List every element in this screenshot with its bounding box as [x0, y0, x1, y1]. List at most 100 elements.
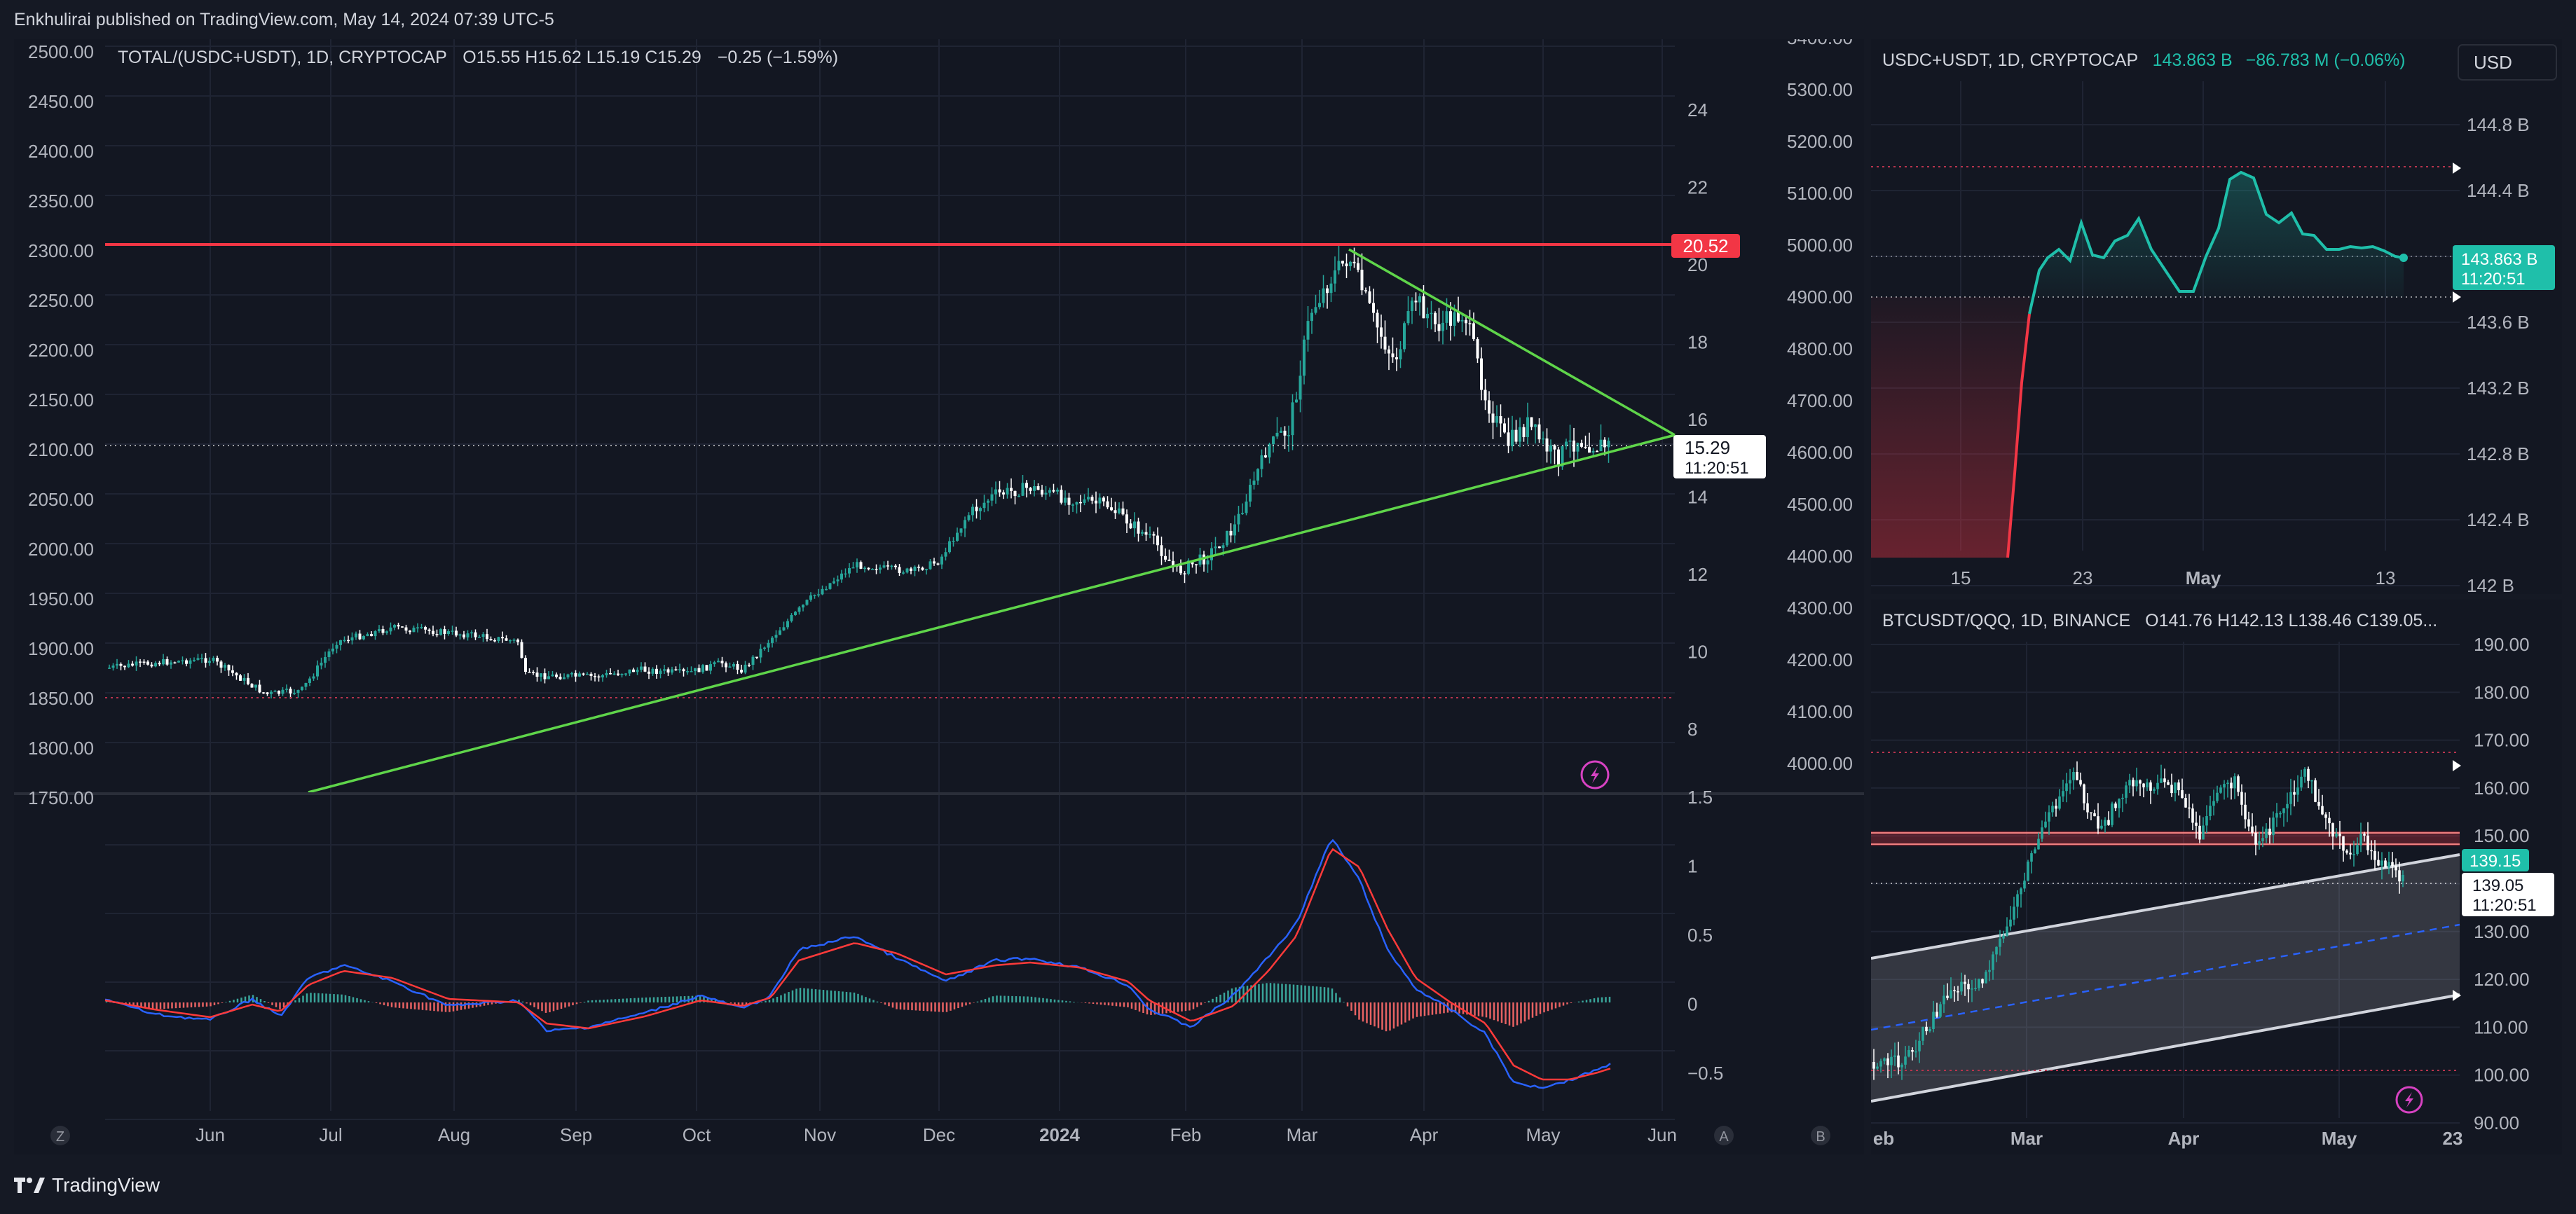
- left-axis-tick: 2000.00: [28, 539, 94, 560]
- total-cap-axis-tick: 5000.00: [1787, 235, 1853, 256]
- left-axis-tick: 2450.00: [28, 91, 94, 112]
- usdc-price-badge: [2453, 245, 2555, 290]
- btc-axis-tick: 160.00: [2474, 778, 2530, 799]
- usdc-axis-tick: 142 B: [2467, 575, 2514, 594]
- btc-axis-tick: 170.00: [2474, 730, 2530, 751]
- time-axis-label: May: [1526, 1124, 1560, 1145]
- btc-time-label: Mar: [2010, 1128, 2043, 1149]
- btc-axis-tick: 150.00: [2474, 825, 2530, 846]
- tradingview-logo-icon: [14, 1178, 45, 1193]
- resistance-zone: [1871, 831, 2460, 846]
- legend-symbol: TOTAL/(USDC+USDT), 1D, CRYPTOCAP: [118, 48, 446, 67]
- total-cap-axis-tick: 5200.00: [1787, 131, 1853, 152]
- alert-marker-icon: [2453, 291, 2461, 303]
- btc-time-label: Apr: [2168, 1128, 2200, 1149]
- currency-button-label[interactable]: USD: [2474, 52, 2512, 73]
- usdc-time-label: 15: [1951, 567, 1971, 588]
- left-axis-tick: 2100.00: [28, 439, 94, 460]
- btc-qqq-chart-panel[interactable]: 190.00180.00170.00160.00150.00140.00130.…: [1871, 600, 2562, 1154]
- svg-text:B: B: [1816, 1129, 1825, 1145]
- usdc-price-label: 143.863 B: [2461, 250, 2537, 269]
- tradingview-logo[interactable]: TradingView: [14, 1163, 160, 1208]
- channel-lower-line[interactable]: [1871, 993, 2460, 1103]
- brand-name: TradingView: [52, 1174, 160, 1196]
- channel-price-label: 139.15: [2469, 852, 2521, 871]
- main-legend[interactable]: TOTAL/(USDC+USDT), 1D, CRYPTOCAP O15.55 …: [118, 48, 838, 67]
- btc-time-label: eb: [1873, 1128, 1894, 1149]
- scale-settings-button[interactable]: B: [1811, 1126, 1830, 1145]
- published-text: Enkhulirai published on TradingView.com,…: [14, 10, 554, 29]
- btc-candles: [1872, 761, 2404, 1080]
- usdc-time-label: May: [2186, 567, 2221, 588]
- svg-text:Z: Z: [56, 1129, 64, 1145]
- left-axis-tick: 1850.00: [28, 688, 94, 709]
- ratio-axis-tick: 18: [1687, 332, 1708, 353]
- btc-axis-tick: 180.00: [2474, 682, 2530, 703]
- ratio-axis-tick: 14: [1687, 487, 1708, 508]
- macd-axis-tick: 1: [1687, 856, 1697, 877]
- usdc-axis-tick: 143.6 B: [2467, 312, 2530, 333]
- footer-bar: TradingView: [0, 1163, 2576, 1208]
- btc-legend[interactable]: BTCUSDT/QQQ, 1D, BINANCE O141.76 H142.13…: [1882, 611, 2437, 630]
- time-axis-label: 2024: [1039, 1124, 1080, 1145]
- total-cap-axis-tick: 4100.00: [1787, 701, 1853, 722]
- btc-axis-tick: 190.00: [2474, 634, 2530, 655]
- left-axis-tick: 2500.00: [28, 41, 94, 62]
- ratio-axis-tick: 10: [1687, 642, 1708, 663]
- left-axis-tick: 2300.00: [28, 240, 94, 261]
- main-chart-panel[interactable]: 2500.00 2450.00 2400.00 2350.00 2300.00 2250.…: [14, 39, 1864, 1154]
- usdc-countdown-label: 11:20:51: [2461, 270, 2526, 289]
- total-cap-axis-tick: 4700.00: [1787, 390, 1853, 411]
- currency-button[interactable]: [2458, 44, 2557, 81]
- usdc-last-point: [2399, 254, 2408, 262]
- macd-axis-tick: 1.5: [1687, 787, 1713, 808]
- ratio-axis-tick: 22: [1687, 177, 1708, 198]
- usdc-axis-tick: 144.8 B: [2467, 114, 2530, 135]
- total-cap-axis-tick: 4900.00: [1787, 287, 1853, 308]
- channel-mid-line: [1871, 923, 2460, 1031]
- btc-axis-tick: 130.00: [2474, 921, 2530, 942]
- left-axis-tick: 2200.00: [28, 340, 94, 361]
- support-trendline[interactable]: [308, 434, 1676, 794]
- last-price-label: 15.29: [1685, 437, 1730, 458]
- signal-line: [104, 848, 1611, 1081]
- time-axis-label: Aug: [438, 1124, 470, 1145]
- usdc-legend[interactable]: USDC+USDT, 1D, CRYPTOCAP 143.863 B −86.7…: [1882, 50, 2406, 70]
- channel-upper-line[interactable]: [1871, 853, 2460, 960]
- usdc-red-line: [2006, 313, 2031, 558]
- ratio-axis-tick: 16: [1687, 409, 1708, 430]
- resistance-trendline[interactable]: [1348, 248, 1676, 436]
- macd-axis-tick: 0.5: [1687, 925, 1713, 946]
- lightning-icon[interactable]: [1580, 760, 1610, 789]
- btc-axis-tick: 100.00: [2474, 1065, 2530, 1086]
- lightning-icon[interactable]: [2395, 1086, 2423, 1114]
- svg-text:A: A: [1719, 1129, 1729, 1145]
- left-axis-tick: 2050.00: [28, 489, 94, 510]
- alert-marker-icon: [2453, 760, 2461, 771]
- usdc-axis-tick: 143.2 B: [2467, 378, 2530, 399]
- total-cap-axis-tick: 4800.00: [1787, 338, 1853, 359]
- usdc-time-label: 13: [2376, 567, 2396, 588]
- btc-countdown-label: 11:20:51: [2472, 896, 2537, 915]
- channel-price-badge: [2462, 849, 2529, 871]
- alert-marker-icon: [2453, 163, 2461, 174]
- left-axis-tick: 2150.00: [28, 389, 94, 411]
- left-axis-tick: 1800.00: [28, 738, 94, 759]
- time-axis-label: Nov: [804, 1124, 836, 1145]
- left-axis-tick: 2350.00: [28, 191, 94, 212]
- total-cap-axis-tick: 5400.00: [1787, 39, 1853, 48]
- zoom-reset-button[interactable]: Z: [50, 1126, 70, 1145]
- countdown-label: 11:20:51: [1685, 459, 1749, 478]
- btc-price-badge: [2462, 873, 2554, 916]
- usdc-area: [2029, 172, 2404, 314]
- left-axis-tick: 1750.00: [28, 787, 94, 808]
- ratio-axis-tick: 12: [1687, 564, 1708, 585]
- auto-scale-button[interactable]: A: [1714, 1126, 1734, 1145]
- last-price-badge: [1673, 435, 1766, 478]
- price-candles: [108, 245, 1610, 699]
- total-cap-axis-tick: 4400.00: [1787, 546, 1853, 567]
- usdc-time-label: 23: [2073, 567, 2093, 588]
- left-axis-tick: 2250.00: [28, 290, 94, 311]
- publisher-bar: Enkhulirai published on TradingView.com,…: [0, 0, 2576, 39]
